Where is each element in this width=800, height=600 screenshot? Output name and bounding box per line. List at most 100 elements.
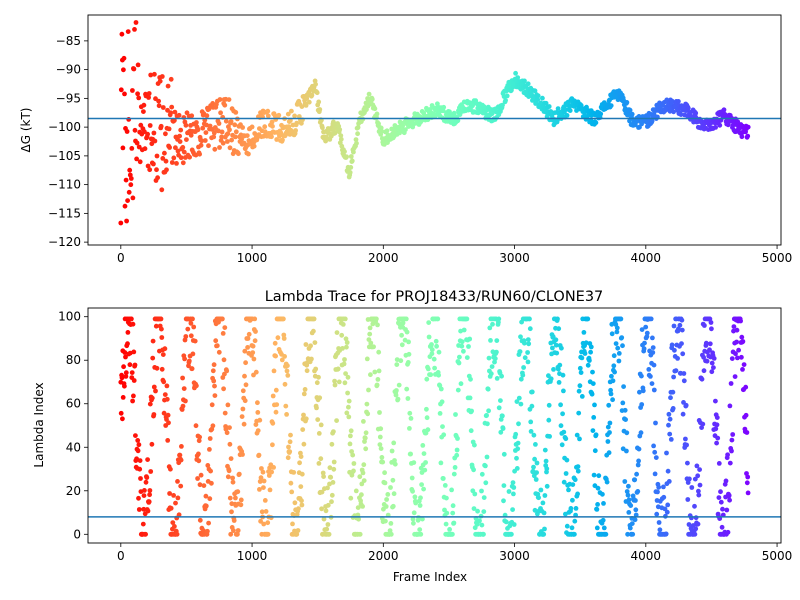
lambda-point bbox=[561, 429, 567, 435]
lambda-point bbox=[364, 401, 370, 407]
lambda-point bbox=[720, 506, 725, 512]
lambda-point bbox=[632, 517, 638, 523]
lambda-point bbox=[327, 465, 333, 471]
lambda-point bbox=[740, 367, 745, 372]
lambda-point bbox=[294, 531, 300, 537]
lambda-point bbox=[644, 330, 650, 336]
lambda-point bbox=[553, 337, 559, 343]
lambda-point bbox=[159, 335, 165, 340]
lambda-point bbox=[436, 372, 441, 378]
lambda-point bbox=[348, 428, 354, 434]
lambda-point bbox=[168, 466, 173, 472]
lambda-point bbox=[472, 442, 477, 448]
lambda-point bbox=[469, 408, 474, 414]
lambda-point bbox=[620, 400, 626, 406]
lambda-point bbox=[718, 489, 723, 495]
lambda-point bbox=[346, 398, 352, 404]
lambda-point bbox=[368, 372, 373, 378]
lambda-x-tick-label: 2000 bbox=[368, 549, 399, 563]
lambda-point bbox=[281, 332, 287, 338]
lambda-point bbox=[529, 403, 535, 409]
lambda-point bbox=[411, 510, 417, 516]
lambda-point bbox=[638, 430, 644, 436]
lambda-point bbox=[283, 403, 289, 409]
delta-g-point bbox=[183, 122, 189, 128]
delta-g-point bbox=[149, 141, 155, 147]
lambda-point bbox=[342, 316, 348, 322]
lambda-point bbox=[687, 476, 692, 482]
lambda-point bbox=[454, 447, 460, 453]
lambda-point bbox=[189, 366, 195, 372]
lambda-point bbox=[604, 479, 610, 485]
delta-g-point bbox=[211, 134, 217, 140]
lambda-point bbox=[359, 481, 365, 487]
lambda-point bbox=[650, 350, 656, 355]
lambda-point bbox=[525, 350, 530, 355]
lambda-point bbox=[259, 509, 265, 515]
lambda-point bbox=[236, 471, 242, 477]
lambda-point bbox=[725, 529, 731, 535]
delta-g-point bbox=[236, 151, 241, 157]
lambda-point bbox=[258, 518, 263, 524]
lambda-point bbox=[588, 349, 593, 355]
lambda-point bbox=[564, 457, 570, 463]
lambda-point bbox=[684, 442, 689, 448]
delta-g-point bbox=[535, 97, 541, 102]
lambda-point bbox=[745, 474, 751, 480]
delta-g-x-tick-label: 1000 bbox=[237, 251, 268, 265]
lambda-point bbox=[709, 369, 715, 375]
lambda-point bbox=[173, 500, 178, 506]
lambda-point bbox=[351, 461, 357, 466]
lambda-point bbox=[714, 440, 719, 446]
lambda-point bbox=[518, 376, 524, 382]
lambda-point bbox=[490, 321, 495, 327]
lambda-point bbox=[652, 449, 658, 455]
lambda-point bbox=[600, 517, 606, 523]
delta-g-point bbox=[269, 134, 274, 140]
lambda-point bbox=[183, 398, 188, 404]
lambda-point bbox=[326, 531, 332, 537]
lambda-point bbox=[281, 316, 286, 322]
lambda-point bbox=[574, 432, 580, 438]
delta-g-point bbox=[225, 139, 230, 144]
lambda-point bbox=[240, 452, 245, 457]
delta-g-point bbox=[455, 118, 461, 123]
lambda-point bbox=[609, 331, 615, 337]
delta-g-y-tick-label: −115 bbox=[48, 206, 81, 220]
lambda-point bbox=[150, 338, 156, 344]
lambda-y-tick-label: 80 bbox=[66, 353, 81, 367]
lambda-point bbox=[437, 411, 443, 416]
delta-g-point bbox=[233, 110, 239, 115]
delta-g-point bbox=[244, 133, 250, 139]
lambda-point bbox=[479, 488, 484, 494]
delta-g-point bbox=[593, 120, 599, 126]
lambda-point bbox=[607, 430, 612, 435]
lambda-point bbox=[697, 482, 703, 488]
lambda-point bbox=[135, 448, 141, 454]
lambda-point bbox=[160, 352, 166, 357]
delta-g-x-tick-label: 4000 bbox=[631, 251, 662, 265]
lambda-point bbox=[153, 388, 158, 394]
lambda-point bbox=[542, 447, 548, 453]
lambda-point bbox=[355, 505, 361, 510]
delta-g-point bbox=[232, 134, 238, 140]
delta-g-point bbox=[155, 175, 161, 181]
delta-g-x-tick-label: 0 bbox=[117, 251, 125, 265]
lambda-point bbox=[255, 410, 261, 415]
delta-g-point bbox=[627, 107, 633, 113]
lambda-point bbox=[362, 435, 368, 441]
delta-g-point bbox=[226, 97, 232, 102]
lambda-point bbox=[129, 370, 135, 375]
lambda-point bbox=[377, 410, 382, 415]
delta-g-point bbox=[135, 62, 141, 68]
lambda-point bbox=[693, 526, 699, 532]
lambda-point bbox=[299, 471, 305, 477]
delta-g-point bbox=[543, 100, 549, 106]
delta-g-point bbox=[141, 109, 146, 114]
delta-g-point bbox=[332, 130, 338, 136]
delta-g-point bbox=[338, 136, 344, 142]
lambda-point bbox=[346, 404, 351, 410]
delta-g-point bbox=[678, 112, 684, 117]
lambda-point bbox=[577, 436, 582, 442]
lambda-point bbox=[701, 354, 706, 360]
